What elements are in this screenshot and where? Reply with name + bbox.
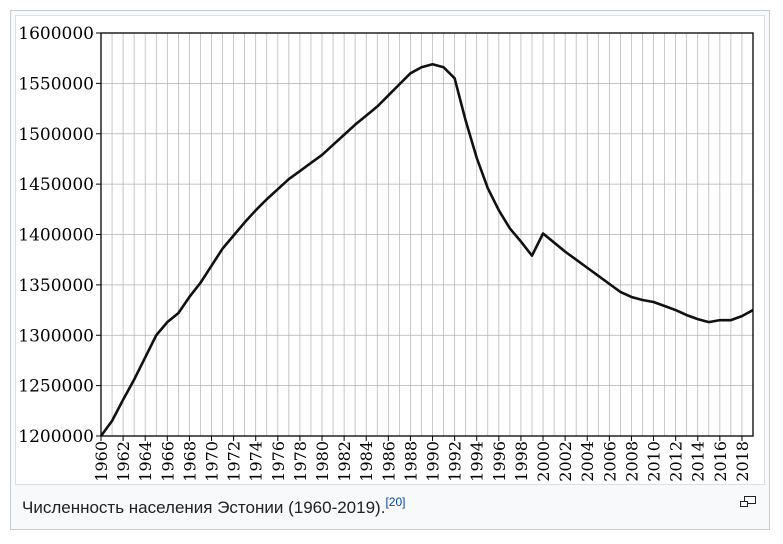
x-tick-label: 1966 bbox=[158, 441, 177, 482]
chart-container[interactable]: 1200000 1250000 1300000 1350000 1400000 14500… bbox=[15, 15, 765, 485]
x-tick-label: 1976 bbox=[269, 441, 288, 482]
figure-thumbnail: 1200000 1250000 1300000 1350000 1400000 14500… bbox=[10, 10, 770, 530]
figure-caption: Численность населения Эстонии (1960-2019… bbox=[22, 495, 405, 518]
y-tick-label: 1400000 bbox=[18, 226, 94, 246]
x-tick-label: 2002 bbox=[556, 441, 575, 482]
x-tick-label: 1984 bbox=[357, 441, 376, 482]
x-tick-label: 1970 bbox=[203, 441, 222, 482]
x-tick-label: 1960 bbox=[92, 441, 111, 482]
population-line bbox=[99, 62, 754, 437]
population-chart: 1200000 1250000 1300000 1350000 1400000 14500… bbox=[18, 24, 754, 482]
x-tick-label: 1980 bbox=[313, 441, 332, 482]
y-tick-label: 1250000 bbox=[18, 377, 94, 397]
x-tick-label: 2012 bbox=[667, 441, 686, 482]
x-tick-label: 1988 bbox=[401, 441, 420, 482]
y-tick-label: 1350000 bbox=[18, 276, 94, 296]
plot-frame bbox=[100, 32, 754, 437]
x-tick-label: 2010 bbox=[645, 441, 664, 482]
x-tick-label: 2004 bbox=[578, 441, 597, 482]
x-tick-label: 1996 bbox=[490, 441, 509, 482]
x-tick-label: 1986 bbox=[379, 441, 398, 482]
x-tick-label: 2006 bbox=[600, 441, 619, 482]
x-tick-label: 1974 bbox=[247, 441, 266, 482]
x-tick-label: 2016 bbox=[711, 441, 730, 482]
y-tick-label: 1450000 bbox=[18, 175, 94, 195]
x-tick-label: 1978 bbox=[291, 441, 310, 482]
y-tick-label: 1500000 bbox=[18, 125, 94, 145]
magnify-clip-icon[interactable] bbox=[739, 495, 757, 509]
x-tick-label: 2018 bbox=[733, 441, 752, 482]
y-tick-label: 1300000 bbox=[18, 326, 94, 346]
x-tick-label: 2008 bbox=[622, 441, 641, 482]
x-tick-label: 1982 bbox=[335, 441, 354, 482]
caption-text: Численность населения Эстонии (1960-2019… bbox=[22, 498, 386, 517]
x-tick-label: 1998 bbox=[512, 441, 531, 482]
y-tick-label: 1600000 bbox=[18, 24, 94, 44]
x-tick-label: 1992 bbox=[446, 441, 465, 482]
y-tick-label: 1200000 bbox=[18, 427, 94, 447]
y-tick-label: 1550000 bbox=[18, 74, 94, 94]
x-tick-label: 2000 bbox=[534, 441, 553, 482]
x-tick-label: 1968 bbox=[180, 441, 199, 482]
x-tick-label: 1990 bbox=[424, 441, 443, 482]
x-tick-label: 1972 bbox=[225, 441, 244, 482]
x-tick-label: 1962 bbox=[114, 441, 133, 482]
x-tick-label: 1994 bbox=[468, 441, 487, 482]
reference-link[interactable]: [20] bbox=[385, 495, 406, 509]
x-tick-label: 2014 bbox=[689, 441, 708, 482]
x-tick-label: 1964 bbox=[136, 441, 155, 482]
